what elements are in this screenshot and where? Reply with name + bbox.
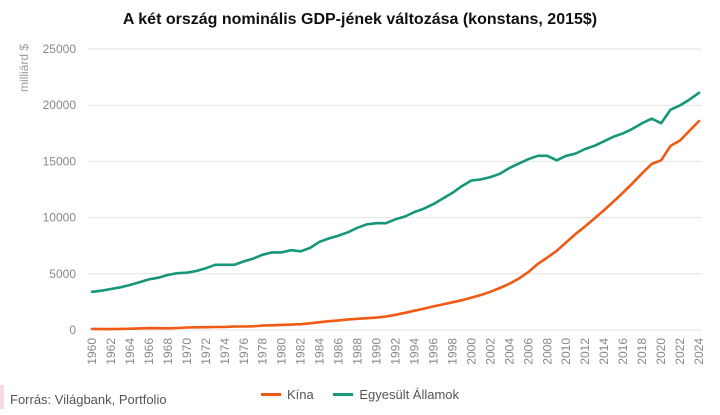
x-tick-label: 1966 xyxy=(142,338,156,365)
y-axis-ticks: 0 5000 10000 15000 20000 25000 xyxy=(43,42,77,337)
x-tick: 2002 xyxy=(483,338,497,365)
series-line-china[interactable] xyxy=(90,119,701,331)
x-tick: 2014 xyxy=(597,338,611,365)
x-tick-label: 1990 xyxy=(370,338,384,365)
x-tick-label: 1988 xyxy=(351,338,365,365)
x-tick-label: 2000 xyxy=(464,338,478,365)
x-tick-label: 2008 xyxy=(540,338,554,365)
y-tick-label: 15000 xyxy=(43,154,77,168)
x-tick: 1984 xyxy=(313,338,327,365)
x-tick: 1986 xyxy=(332,338,346,365)
x-tick-label: 2002 xyxy=(483,338,497,365)
source-note: Forrás: Világbank, Portfolio xyxy=(10,392,167,407)
y-tick-label: 5000 xyxy=(49,267,76,281)
x-tick: 1988 xyxy=(351,338,365,365)
x-tick: 2004 xyxy=(502,338,516,365)
y-tick-label: 20000 xyxy=(43,98,77,112)
x-tick: 2018 xyxy=(635,338,649,365)
legend-item-usa[interactable]: Egyesült Államok xyxy=(333,387,459,402)
x-tick: 1976 xyxy=(237,338,251,365)
x-tick-label: 1970 xyxy=(180,338,194,365)
x-tick-label: 1964 xyxy=(123,338,137,365)
x-tick-label: 1962 xyxy=(104,338,118,365)
x-tick: 2012 xyxy=(578,338,592,365)
x-tick-label: 2022 xyxy=(673,338,687,365)
source-marker xyxy=(0,385,4,409)
legend-item-china[interactable]: Kína xyxy=(260,387,314,402)
x-tick-label: 2006 xyxy=(521,338,535,365)
chart-title: A két ország nominális GDP-jének változá… xyxy=(122,11,598,28)
series-lines xyxy=(90,91,701,331)
x-tick: 2020 xyxy=(654,338,668,365)
legend-swatch-china xyxy=(260,393,281,396)
x-tick: 1980 xyxy=(275,338,289,365)
gridlines xyxy=(88,48,702,331)
x-tick: 1994 xyxy=(407,338,421,365)
x-tick-label: 2016 xyxy=(616,338,630,365)
x-tick-label: 1980 xyxy=(275,338,289,365)
x-tick: 1966 xyxy=(142,338,156,365)
x-tick: 1990 xyxy=(370,338,384,365)
x-tick: 1960 xyxy=(85,338,99,365)
x-tick: 1996 xyxy=(426,338,440,365)
x-tick-label: 1992 xyxy=(389,338,403,365)
x-tick: 1998 xyxy=(445,338,459,365)
x-tick-label: 2012 xyxy=(578,338,592,365)
x-tick: 2000 xyxy=(464,338,478,365)
x-tick-label: 1994 xyxy=(407,338,421,365)
y-tick-label: 25000 xyxy=(43,42,77,56)
x-tick: 1982 xyxy=(294,338,308,365)
x-tick: 1964 xyxy=(123,338,137,365)
legend: Kína Egyesült Államok xyxy=(0,384,720,402)
x-tick-label: 1982 xyxy=(294,338,308,365)
x-tick-label: 1986 xyxy=(332,338,346,365)
series-line-usa[interactable] xyxy=(90,91,701,294)
x-tick-label: 1960 xyxy=(85,338,99,365)
x-tick-label: 1968 xyxy=(161,338,175,365)
x-tick: 1972 xyxy=(199,338,213,365)
x-tick-label: 2024 xyxy=(692,338,706,365)
x-tick: 2016 xyxy=(616,338,630,365)
legend-label-usa: Egyesült Államok xyxy=(359,387,460,402)
x-tick: 2008 xyxy=(540,338,554,365)
x-tick-label: 1976 xyxy=(237,338,251,365)
x-tick-label: 1974 xyxy=(218,338,232,365)
x-axis-ticks: 1960 1962 1964 1966 1968 1970 1972 1974 1976 1978… xyxy=(85,338,706,365)
x-tick-label: 2020 xyxy=(654,338,668,365)
legend-label-china: Kína xyxy=(286,387,314,402)
x-tick-label: 1978 xyxy=(256,338,270,365)
x-tick: 1992 xyxy=(389,338,403,365)
y-tick-label: 10000 xyxy=(43,211,77,225)
x-tick: 1978 xyxy=(256,338,270,365)
x-tick: 2010 xyxy=(559,338,573,365)
x-tick-label: 1998 xyxy=(445,338,459,365)
x-tick: 1962 xyxy=(104,338,118,365)
x-tick-label: 2014 xyxy=(597,338,611,365)
x-tick: 1970 xyxy=(180,338,194,365)
y-tick-label: 0 xyxy=(69,323,76,337)
x-tick-label: 1996 xyxy=(426,338,440,365)
x-tick: 2006 xyxy=(521,338,535,365)
x-tick: 2022 xyxy=(673,338,687,365)
legend-swatch-usa xyxy=(333,393,354,396)
x-tick: 2024 xyxy=(692,338,706,365)
x-tick: 1974 xyxy=(218,338,232,365)
x-tick-label: 1972 xyxy=(199,338,213,365)
x-tick-label: 1984 xyxy=(313,338,327,365)
x-tick-label: 2004 xyxy=(502,338,516,365)
x-tick: 1968 xyxy=(161,338,175,365)
x-tick-label: 2018 xyxy=(635,338,649,365)
x-tick-label: 2010 xyxy=(559,338,573,365)
